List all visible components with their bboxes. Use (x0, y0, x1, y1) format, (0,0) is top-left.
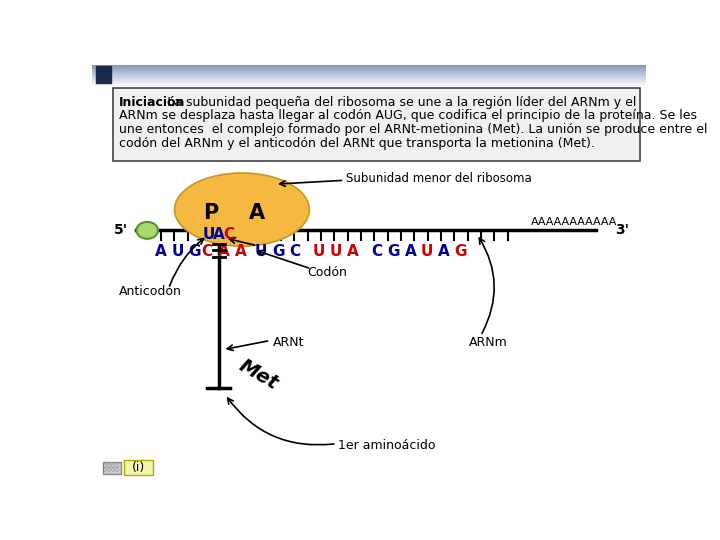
Text: A: A (438, 245, 449, 259)
Text: 1er aminoácido: 1er aminoácido (338, 440, 436, 453)
Text: U: U (420, 245, 433, 259)
Bar (92, 81, 647, 82)
Bar (116, 464, 118, 467)
Bar (92, 74, 647, 75)
Bar (112, 468, 114, 471)
Text: P: P (204, 204, 219, 224)
Text: C: C (202, 245, 213, 259)
Text: G: G (387, 245, 400, 259)
Bar (102, 462, 121, 475)
Text: G: G (454, 245, 467, 259)
Text: U: U (172, 245, 184, 259)
Bar (92, 69, 647, 70)
Bar (92, 73, 647, 74)
Text: ARNm se desplaza hasta llegar al codón AUG, que codifica el principio de la prot: ARNm se desplaza hasta llegar al codón A… (119, 110, 697, 123)
Text: U: U (202, 227, 215, 242)
Ellipse shape (174, 173, 310, 246)
Bar (92, 79, 647, 80)
Bar (92, 72, 647, 73)
Text: une entonces  el complejo formado por el ARNt-metionina (Met). La unión se produ: une entonces el complejo formado por el … (119, 123, 707, 136)
Text: C: C (371, 245, 382, 259)
Text: A: A (249, 204, 266, 224)
Bar (104, 468, 107, 471)
Text: U: U (312, 245, 325, 259)
Bar (92, 66, 647, 67)
Bar (92, 78, 647, 79)
Text: 3': 3' (616, 224, 629, 238)
Text: A: A (235, 245, 247, 259)
Text: Codón: Codón (307, 266, 347, 279)
Text: G: G (272, 245, 284, 259)
Text: codón del ARNm y el anticodón del ARNt que transporta la metionina (Met).: codón del ARNm y el anticodón del ARNt q… (119, 137, 595, 150)
Text: Iniciación: Iniciación (119, 96, 185, 109)
Bar (104, 464, 107, 467)
Bar (92, 67, 647, 68)
Bar (96, 66, 111, 83)
Bar (112, 464, 114, 467)
Text: (i): (i) (132, 461, 145, 474)
Text: 5': 5' (114, 224, 128, 238)
Text: A: A (347, 245, 359, 259)
Text: G: G (189, 245, 201, 259)
Text: C: C (289, 245, 301, 259)
Bar (108, 464, 110, 467)
Bar (92, 68, 647, 69)
Bar (92, 80, 647, 81)
Bar (92, 76, 647, 77)
Text: : La subunidad pequeña del ribosoma se une a la región líder del ARNm y el: : La subunidad pequeña del ribosoma se u… (159, 96, 636, 109)
Bar (92, 70, 647, 71)
Text: ARNm: ARNm (469, 335, 508, 348)
Bar (92, 84, 647, 85)
Ellipse shape (137, 222, 158, 239)
Text: U: U (330, 245, 342, 259)
Text: Subunidad menor del ribosoma: Subunidad menor del ribosoma (346, 172, 531, 185)
Bar (92, 75, 647, 76)
Text: A: A (218, 245, 230, 259)
Bar (108, 468, 110, 471)
Text: A: A (156, 245, 167, 259)
Bar (124, 460, 153, 475)
Text: U: U (255, 245, 267, 259)
Text: AAAAAAAAAAA: AAAAAAAAAAA (531, 217, 617, 227)
Bar (113, 88, 640, 161)
Text: A: A (405, 245, 416, 259)
Bar (92, 83, 647, 84)
Bar (92, 65, 647, 66)
Text: Met: Met (235, 356, 282, 393)
Text: C: C (223, 227, 235, 242)
Text: A: A (213, 227, 225, 242)
Bar (92, 85, 647, 86)
Bar (92, 71, 647, 72)
Bar (92, 82, 647, 83)
Text: Anticodón: Anticodón (119, 286, 181, 299)
Bar (92, 77, 647, 78)
Bar (116, 468, 118, 471)
Text: ARNt: ARNt (273, 335, 305, 348)
